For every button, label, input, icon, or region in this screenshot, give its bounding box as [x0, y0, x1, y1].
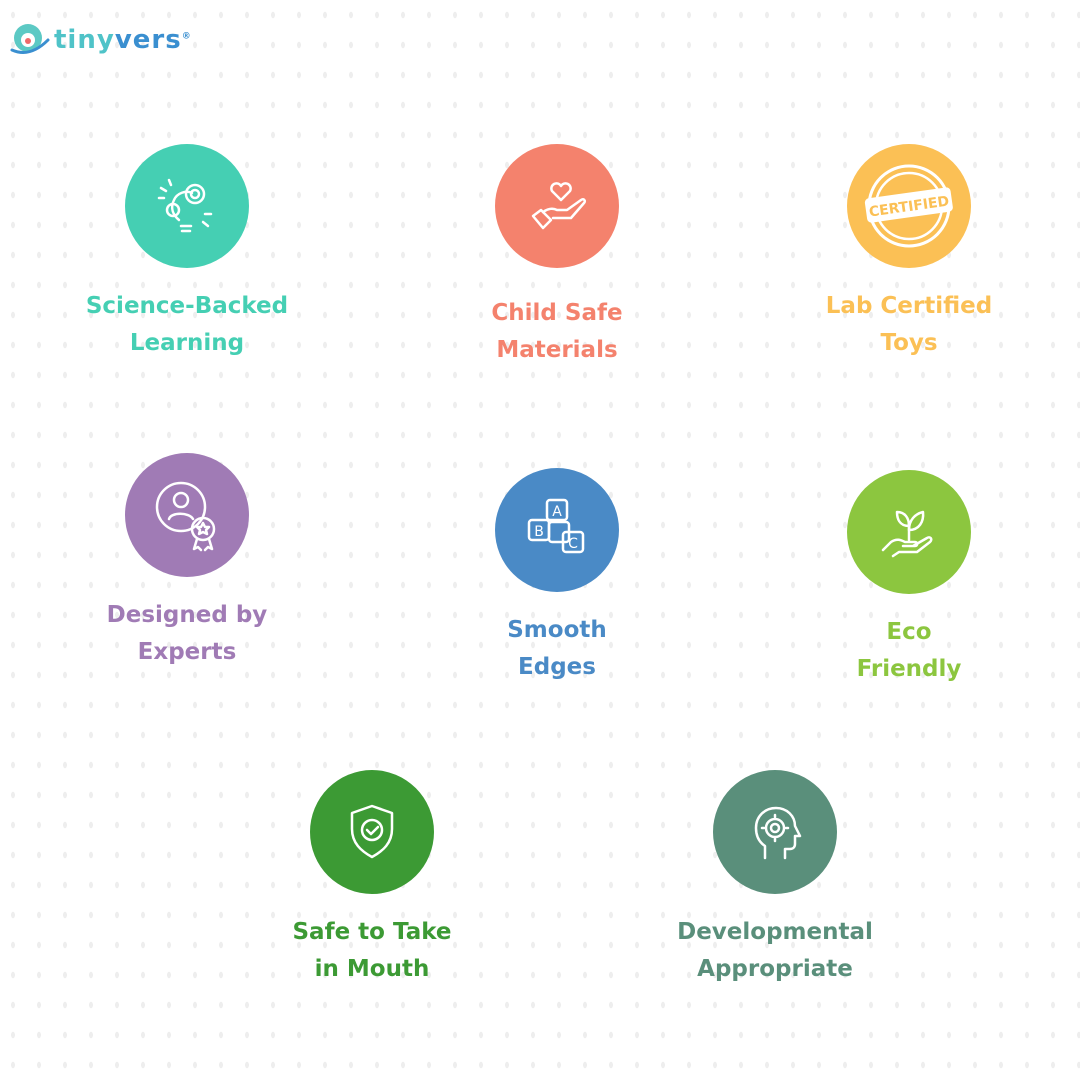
- feature-label: Materials: [496, 337, 618, 363]
- feature-label: Child Safe: [491, 300, 623, 326]
- svg-text:C: C: [568, 536, 578, 552]
- feature-label: Science-Backed: [85, 293, 289, 319]
- feature-label: in Mouth: [314, 956, 430, 982]
- feature-label: Smooth: [507, 617, 607, 643]
- svg-text:B: B: [534, 524, 544, 540]
- feature-label: Eco: [886, 619, 932, 645]
- feature-safe-to-take-in-mouth: Safe to Take in Mouth: [242, 770, 502, 988]
- shield-check-icon: [310, 770, 434, 894]
- feature-science-backed: Science-Backed Learning: [57, 144, 317, 362]
- feature-eco-friendly: Eco Friendly: [779, 470, 1039, 688]
- svg-text:A: A: [552, 504, 562, 520]
- feature-label: Developmental: [677, 919, 873, 945]
- feature-label-group: Science-Backed Learning: [57, 288, 317, 362]
- brand-logo: tinyvers®: [10, 22, 192, 58]
- hand-heart-icon: [495, 144, 619, 268]
- hand-plant-icon: [847, 470, 971, 594]
- expert-badge-icon: [125, 453, 249, 577]
- feature-child-safe: Child Safe Materials: [427, 144, 687, 369]
- feature-designed-by-experts: Designed by Experts: [57, 453, 317, 671]
- certified-stamp-icon: CERTIFIED: [847, 144, 971, 268]
- feature-developmental-appropriate: Developmental Appropriate: [645, 770, 905, 988]
- feature-lab-certified: CERTIFIED Lab Certified Toys: [779, 144, 1039, 362]
- feature-label: Learning: [129, 330, 245, 356]
- lightbulb-gears-icon: [125, 144, 249, 268]
- feature-label-group: Developmental Appropriate: [645, 914, 905, 988]
- feature-label-group: Child Safe Materials: [427, 295, 687, 369]
- feature-label: Friendly: [856, 656, 962, 682]
- feature-label: Appropriate: [697, 956, 853, 982]
- feature-label: Safe to Take: [292, 919, 452, 945]
- logo-mark-icon: [10, 24, 50, 54]
- feature-label-group: Lab Certified Toys: [779, 288, 1039, 362]
- feature-label-group: Eco Friendly: [779, 614, 1039, 688]
- feature-label-group: Designed by Experts: [57, 597, 317, 671]
- feature-label: Edges: [518, 654, 596, 680]
- feature-label: Designed by: [106, 602, 268, 628]
- feature-label: Lab Certified: [825, 293, 993, 319]
- feature-label-group: Smooth Edges: [427, 612, 687, 686]
- feature-label: Toys: [880, 330, 938, 356]
- brand-name: tinyvers®: [54, 25, 192, 55]
- feature-label: Experts: [137, 639, 237, 665]
- feature-label-group: Safe to Take in Mouth: [242, 914, 502, 988]
- head-gear-icon: [713, 770, 837, 894]
